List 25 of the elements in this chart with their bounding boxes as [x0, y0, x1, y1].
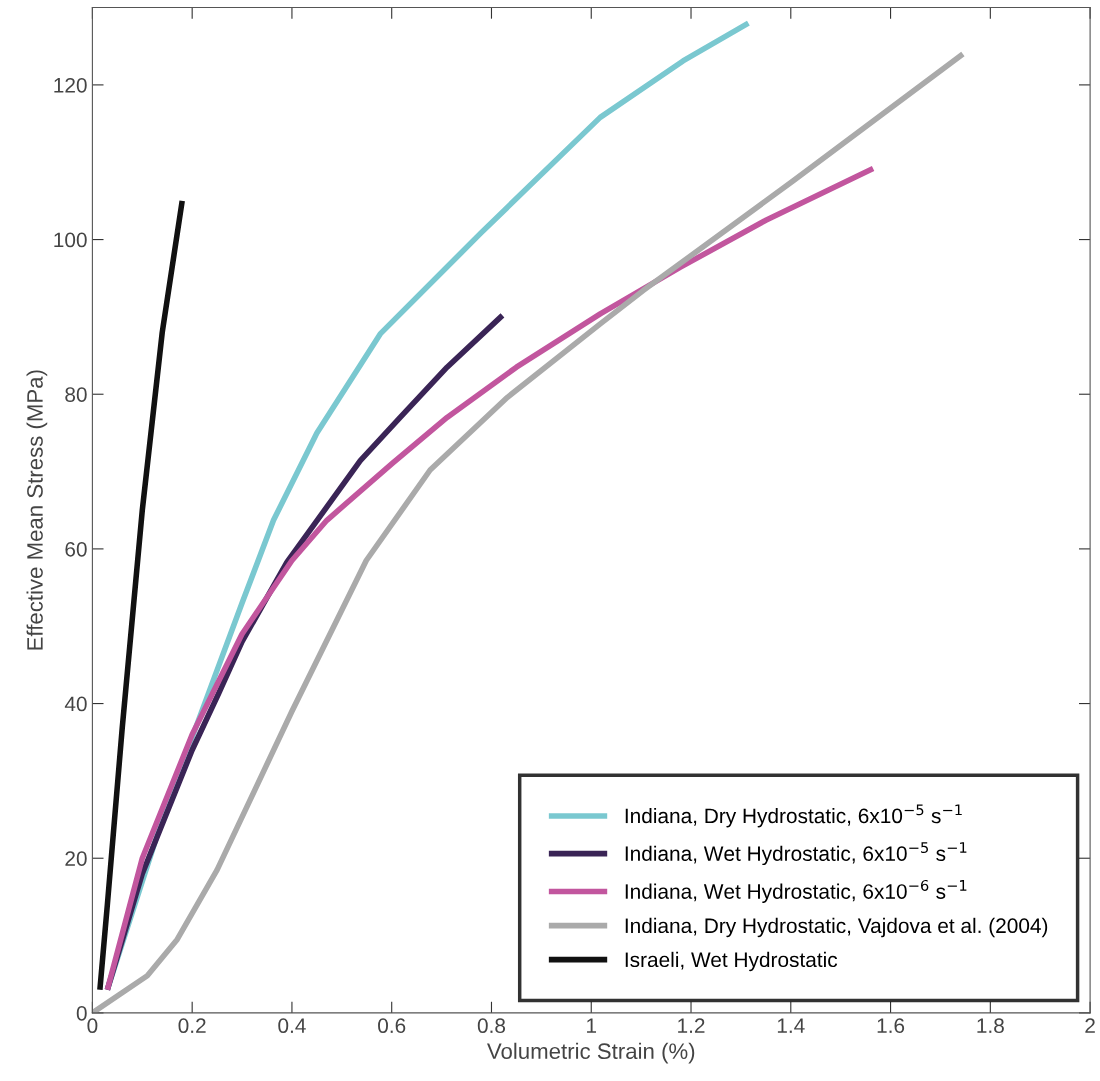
y-tick-label: 60 [65, 541, 87, 557]
x-tick-label: 0.8 [477, 1018, 506, 1034]
y-tick-label: 20 [65, 851, 87, 866]
x-tick-label: 1.4 [777, 1018, 805, 1033]
x-axis-title: Volumetric Strain (%) [487, 1042, 695, 1064]
legend-label: Israeli, Wet Hydrostatic [625, 951, 838, 972]
y-axis-title: Effective Mean Stress (MPa) [26, 370, 48, 650]
x-tick-label: 0.2 [178, 1018, 206, 1034]
legend-label: Indiana, Dry Hydrostatic, 6x10$^{−5}$ s$^{−1}$ [625, 804, 962, 828]
y-tick-label: 120 [54, 77, 87, 93]
legend-label: Indiana, Wet Hydrostatic, 6x10$^{−5}$ s$^{−1}$ [625, 842, 967, 866]
x-tick-label: 1.2 [678, 1018, 705, 1033]
x-tick-label: 0.4 [278, 1018, 306, 1034]
x-tick-label: 1.8 [977, 1018, 1004, 1034]
x-tick-label: 0 [87, 1018, 98, 1034]
y-tick-label: 100 [54, 232, 87, 248]
legend-label: Indiana, Dry Hydrostatic, Vajdova et al. (2004) [625, 917, 1048, 938]
x-tick-label: 0.6 [378, 1018, 406, 1034]
y-tick-label: 80 [65, 387, 87, 402]
y-tick-label: 0 [76, 1005, 87, 1021]
x-tick-label: 2 [1085, 1018, 1095, 1033]
x-tick-label: 1.6 [877, 1018, 905, 1034]
x-tick-label: 1 [587, 1018, 597, 1033]
legend-label: Indiana, Wet Hydrostatic, 6x10$^{−6}$ s$^{−1}$ [625, 879, 967, 904]
y-tick-label: 40 [64, 696, 87, 712]
